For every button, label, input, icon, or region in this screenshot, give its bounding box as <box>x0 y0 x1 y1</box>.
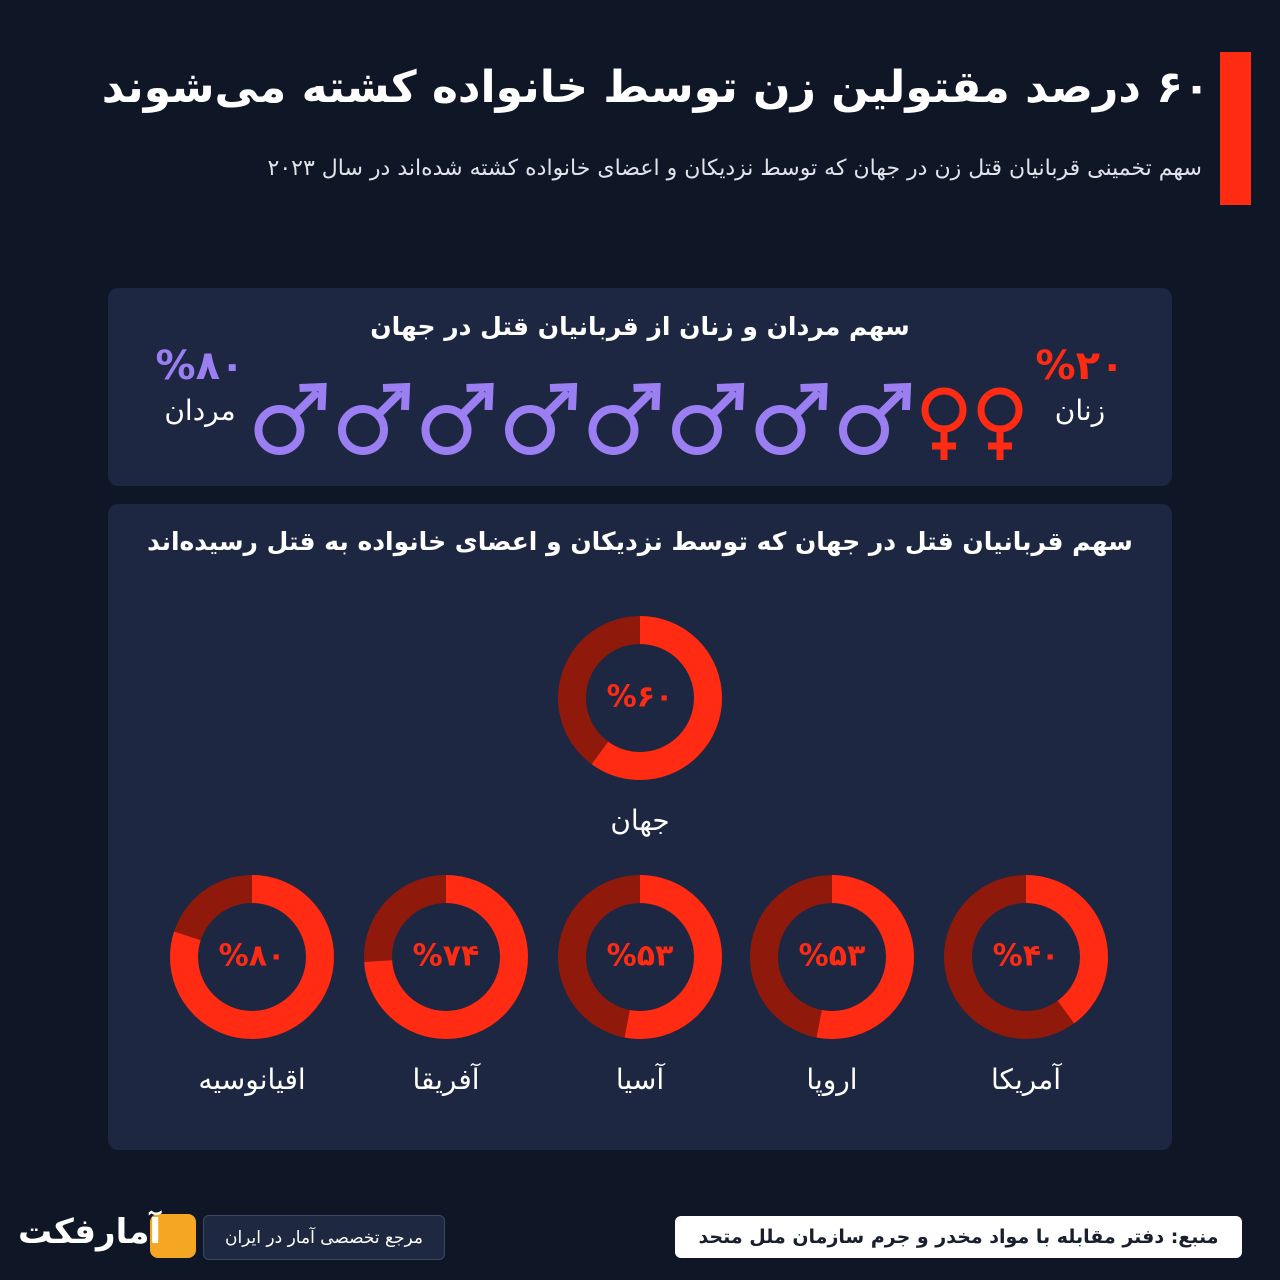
value-label: %۵۳ <box>607 939 674 974</box>
male-icon <box>876 389 905 418</box>
male-icon <box>633 382 661 411</box>
category-label: آمریکا <box>991 1063 1062 1096</box>
value-label: %۶۰ <box>607 680 674 715</box>
accent-bar <box>1220 52 1251 205</box>
male-icon <box>800 382 828 411</box>
source: منبع: دفتر مقابله با مواد مخدر و جرم ساز… <box>675 1216 1242 1258</box>
donut-arc <box>558 875 722 1039</box>
category-label: مردان <box>164 394 235 427</box>
male-icon <box>466 382 494 411</box>
value-label: %۴۰ <box>993 939 1060 974</box>
panel-title: سهم مردان و زنان از قربانیان قتل در جهان <box>370 312 909 342</box>
tagline: مرجع تخصصی آمار در ایران <box>203 1215 445 1260</box>
male-icon <box>421 405 472 455</box>
male-icon <box>755 405 806 455</box>
category-label: آسیا <box>616 1063 665 1096</box>
male-icon <box>382 382 411 411</box>
donut-arc <box>558 616 722 780</box>
value-label: %۸۰ <box>156 343 245 389</box>
male-icon <box>299 382 327 411</box>
male-icon <box>549 382 578 411</box>
female-icon <box>921 387 967 433</box>
panel <box>108 504 1172 1150</box>
donut-arc <box>750 875 914 1039</box>
donut-arc <box>364 875 528 1039</box>
female-icon <box>977 387 1023 433</box>
value-label: %۷۴ <box>413 939 480 974</box>
male-icon <box>792 389 822 418</box>
subtitle: سهم تخمینی قربانیان قتل زن در جهان که تو… <box>267 156 1202 181</box>
icon-group <box>921 387 1023 460</box>
category-label: آفریقا <box>412 1063 480 1096</box>
male-icon <box>375 389 404 418</box>
male-icon <box>291 389 321 418</box>
male-icon <box>254 405 305 455</box>
male-icon <box>672 405 722 455</box>
male-icon <box>839 405 889 455</box>
logo <box>150 1214 196 1258</box>
category-label: اروپا <box>806 1063 857 1096</box>
category-label: جهان <box>610 804 669 837</box>
category-label: زنان <box>1055 394 1105 427</box>
male-icon <box>625 389 655 418</box>
male-icon <box>716 382 745 411</box>
male-icon <box>505 405 555 455</box>
brand: آمارفکت <box>18 1212 162 1252</box>
value-label: %۸۰ <box>219 939 286 974</box>
icon-group <box>254 382 912 455</box>
category-label: اقیانوسیه <box>198 1063 305 1096</box>
title: ۶۰ درصد مقتولین زن توسط خانواده کشته می‌… <box>101 62 1210 113</box>
panel-title: سهم قربانیان قتل در جهان که توسط نزدیکان… <box>147 527 1133 557</box>
male-icon <box>709 389 738 418</box>
value-label: %۲۰ <box>1036 343 1125 389</box>
value-label: %۵۳ <box>799 939 866 974</box>
male-icon <box>588 405 639 455</box>
male-icon <box>883 382 912 411</box>
donut-arc <box>170 875 334 1039</box>
male-icon <box>542 389 571 418</box>
male-icon <box>458 389 488 418</box>
male-icon <box>338 405 388 455</box>
donut-arc <box>944 875 1108 1039</box>
